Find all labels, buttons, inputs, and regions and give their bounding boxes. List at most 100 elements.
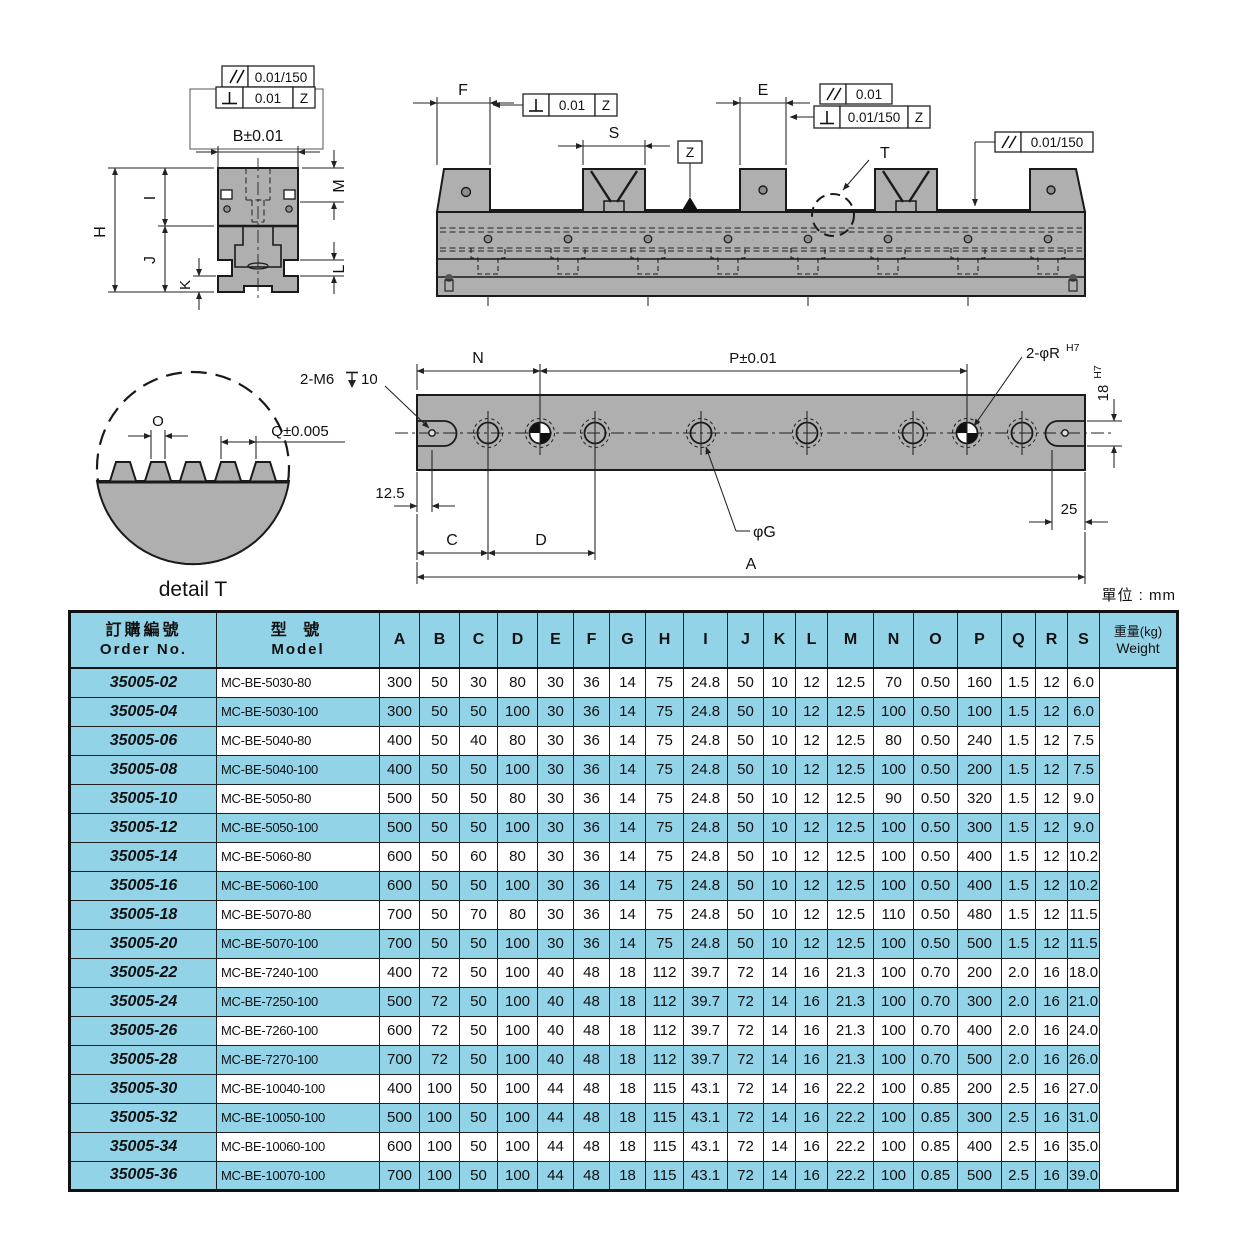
fcf-parallelism-right: 0.01/150 (972, 131, 1094, 207)
value-cell: 50 (459, 1102, 498, 1133)
value-cell: 80 (497, 725, 538, 756)
value-cell: 100 (497, 1015, 538, 1046)
value-cell: 0.50 (913, 725, 958, 756)
value-cell: 400 (957, 870, 1002, 901)
value-cell: 200 (957, 754, 1002, 785)
value-cell: 12 (1035, 696, 1068, 727)
value-cell: 12 (1035, 812, 1068, 843)
plan-holes (473, 411, 1037, 455)
value-cell: 100 (497, 1073, 538, 1104)
value-cell: 72 (419, 986, 460, 1017)
value-cell: 80 (497, 899, 538, 930)
value-cell: 2.0 (1001, 1044, 1036, 1075)
model-cell: MC-BE-5040-80 (216, 725, 380, 756)
parallelism-icon (826, 87, 842, 101)
value-cell: 16 (795, 1073, 828, 1104)
side-elevation-view: Z T (413, 82, 1094, 306)
value-cell: 36 (573, 812, 610, 843)
value-cell: 0.70 (913, 986, 958, 1017)
value-cell: 75 (645, 754, 684, 785)
value-cell: 80 (497, 841, 538, 872)
value-cell: 90 (873, 783, 914, 814)
header-col-e: E (537, 611, 574, 669)
value-cell: 14 (763, 957, 796, 988)
value-cell: 48 (573, 986, 610, 1017)
value-cell: 115 (645, 1102, 684, 1133)
t-slot-profile (234, 226, 282, 268)
table-row: 35005-14 MC-BE-5060-80 600 50 60 80 30 3… (69, 841, 1178, 872)
value-cell: 72 (419, 1015, 460, 1046)
value-cell: 16 (1035, 957, 1068, 988)
fcf-perpendicularity: 0.01 Z (215, 86, 316, 109)
dim-label-d: D (535, 532, 547, 549)
value-cell: 50 (459, 1015, 498, 1046)
dim-label-a: A (746, 556, 757, 573)
weight-cell: 6.0 (1067, 667, 1100, 698)
model-cell: MC-BE-10060-100 (216, 1131, 380, 1162)
dim-label-m: M (331, 179, 348, 192)
value-cell: 36 (573, 754, 610, 785)
value-cell: 100 (497, 928, 538, 959)
value-cell: 0.50 (913, 754, 958, 785)
order-no-cell: 35005-04 (69, 696, 217, 727)
value-cell: 30 (537, 754, 574, 785)
value-cell: 100 (957, 696, 1002, 727)
value-cell: 72 (727, 1044, 764, 1075)
value-cell: 14 (609, 783, 646, 814)
value-cell: 500 (957, 1160, 1002, 1191)
order-no-cell: 35005-08 (69, 754, 217, 785)
table-row: 35005-10 MC-BE-5050-80 500 50 50 80 30 3… (69, 783, 1178, 814)
value-cell: 14 (609, 696, 646, 727)
value-cell: 100 (873, 1015, 914, 1046)
value-cell: 400 (379, 957, 420, 988)
header-weight-zh: 重量(kg) (1113, 623, 1163, 639)
value-cell: 60 (459, 841, 498, 872)
value-cell: 75 (645, 667, 684, 698)
value-cell: 18 (609, 1073, 646, 1104)
header-col-q: Q (1001, 611, 1036, 669)
parallelism-icon (1001, 135, 1017, 149)
value-cell: 12 (795, 783, 828, 814)
value-cell: 30 (459, 667, 498, 698)
model-cell: MC-BE-5030-80 (216, 667, 380, 698)
value-cell: 50 (727, 899, 764, 930)
header-col-c: C (459, 611, 498, 669)
value-cell: 50 (727, 754, 764, 785)
value-cell: 100 (873, 957, 914, 988)
weight-cell: 6.0 (1067, 696, 1100, 727)
model-cell: MC-BE-5040-100 (216, 754, 380, 785)
header-order-zh: 訂購編號 (105, 621, 182, 639)
value-cell: 12 (795, 754, 828, 785)
dim-label-b: B±0.01 (233, 128, 284, 145)
value-cell: 50 (419, 899, 460, 930)
value-cell: 43.1 (683, 1073, 728, 1104)
value-cell: 100 (419, 1160, 460, 1191)
value-cell: 16 (795, 986, 828, 1017)
weight-cell: 7.5 (1067, 725, 1100, 756)
dim-label-j: J (142, 256, 159, 264)
end-slot-left (417, 420, 458, 447)
value-cell: 75 (645, 725, 684, 756)
value-cell: 48 (573, 1073, 610, 1104)
table-row: 35005-12 MC-BE-5050-100 500 50 50 100 30… (69, 812, 1178, 843)
value-cell: 24.8 (683, 812, 728, 843)
value-cell: 18 (609, 1015, 646, 1046)
value-cell: 600 (379, 870, 420, 901)
table-row: 35005-36 MC-BE-10070-100 700 100 50 100 … (69, 1160, 1178, 1191)
value-cell: 10 (763, 899, 796, 930)
value-cell: 50 (459, 870, 498, 901)
header-col-b: B (419, 611, 460, 669)
value-cell: 72 (727, 1102, 764, 1133)
value-cell: 12 (1035, 667, 1068, 698)
value-cell: 500 (379, 986, 420, 1017)
value-cell: 12 (795, 899, 828, 930)
value-cell: 112 (645, 1015, 684, 1046)
value-cell: 0.70 (913, 957, 958, 988)
value-cell: 700 (379, 899, 420, 930)
value-cell: 12 (1035, 841, 1068, 872)
value-cell: 75 (645, 928, 684, 959)
side-clip-left (220, 189, 233, 200)
value-cell: 30 (537, 899, 574, 930)
value-cell: 100 (873, 1044, 914, 1075)
value-cell: 22.2 (827, 1102, 874, 1133)
